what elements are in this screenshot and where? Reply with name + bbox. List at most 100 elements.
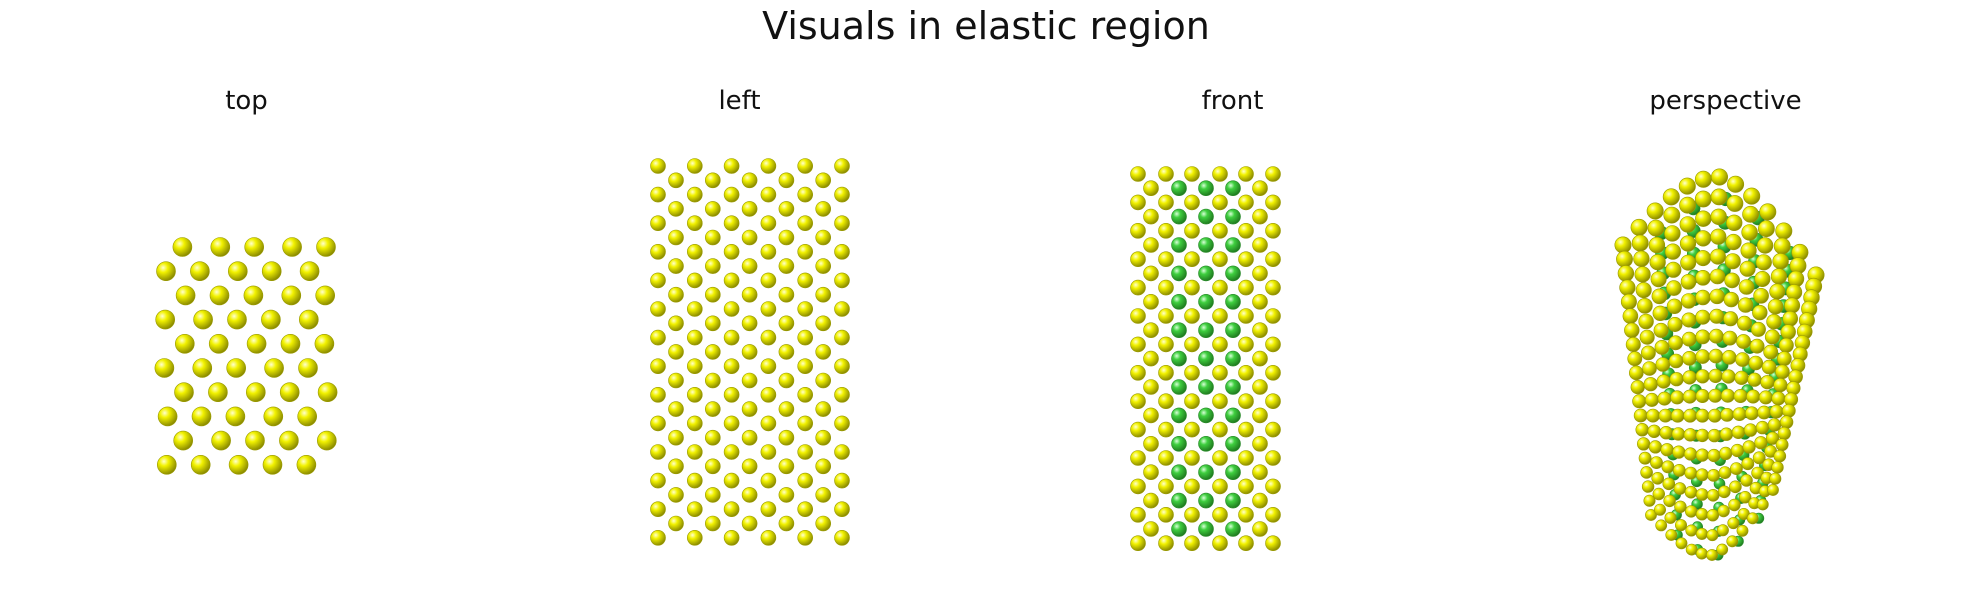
atom (687, 358, 703, 375)
atom (815, 515, 832, 532)
atom-inner (1198, 293, 1214, 310)
atom (1620, 293, 1637, 310)
atom (723, 386, 740, 403)
atom (668, 258, 684, 274)
atom (1664, 511, 1677, 524)
atom (1707, 408, 1722, 423)
atom (650, 329, 666, 346)
atom (1655, 357, 1671, 372)
atom (1752, 304, 1768, 321)
atom (668, 429, 684, 446)
atom (1726, 214, 1743, 232)
atom (834, 272, 850, 289)
atom (1743, 423, 1758, 437)
atom (687, 244, 703, 260)
atom (1143, 237, 1159, 253)
atom (650, 186, 666, 203)
atom-inner (1225, 435, 1241, 452)
atom (741, 401, 758, 417)
atom (1719, 446, 1733, 461)
atom (1708, 348, 1724, 364)
atom (815, 401, 832, 417)
atom (1647, 424, 1661, 438)
atom (705, 487, 721, 503)
panel-title-left: left (718, 86, 761, 116)
figure-title: Visuals in elastic region (762, 4, 1210, 48)
atom (261, 309, 281, 330)
atom (243, 285, 264, 306)
atom (760, 358, 777, 375)
atom (1734, 370, 1749, 385)
atom (687, 529, 703, 546)
atom (687, 472, 703, 489)
atom (1627, 351, 1643, 367)
atom (1252, 237, 1268, 253)
atom (1746, 389, 1761, 404)
atom (1723, 291, 1740, 308)
atom (1651, 471, 1664, 485)
atom (1726, 535, 1739, 548)
atom (1212, 393, 1228, 410)
atom (1658, 408, 1673, 423)
atom (1212, 535, 1228, 552)
atom (1212, 223, 1228, 239)
atom (174, 382, 194, 403)
atom (1748, 355, 1764, 371)
atom (262, 454, 283, 475)
atom (1184, 251, 1200, 268)
atom (797, 244, 814, 260)
atom (1633, 408, 1648, 423)
atom (668, 372, 684, 389)
atom (1130, 336, 1146, 353)
atom (834, 329, 850, 346)
atom (778, 201, 795, 217)
atom (210, 237, 231, 257)
atom (1252, 265, 1268, 282)
atom (1675, 537, 1688, 550)
atom (1640, 466, 1653, 479)
atom (1766, 314, 1782, 330)
atom (175, 285, 196, 306)
atom-lattice-top-view (154, 237, 338, 475)
atom (228, 454, 249, 475)
atom (226, 358, 246, 378)
atom (1685, 505, 1698, 518)
atom (1638, 313, 1654, 330)
atom-inner (1198, 322, 1214, 339)
atom (1752, 451, 1766, 465)
atom (1184, 223, 1200, 239)
atom (1709, 308, 1725, 324)
atom (1642, 361, 1657, 376)
atom (1681, 293, 1697, 309)
atom (1709, 288, 1725, 305)
atom (650, 444, 666, 460)
atom-inner (1198, 180, 1214, 196)
atom (1654, 503, 1667, 516)
atom (1670, 390, 1685, 405)
atom (1659, 426, 1673, 440)
atom (1265, 535, 1281, 552)
atom (1158, 506, 1174, 523)
atom (1265, 223, 1281, 239)
atom (834, 358, 850, 375)
atom-lattice-left-view (650, 158, 850, 546)
atom (1238, 478, 1254, 495)
atom (1614, 236, 1632, 254)
atom (282, 237, 302, 257)
atom-inner (1171, 407, 1187, 424)
atom (298, 358, 318, 378)
atom (1711, 168, 1729, 186)
atom (1143, 407, 1159, 424)
atom (1184, 478, 1200, 495)
atom (778, 372, 795, 389)
atom (741, 286, 758, 303)
atom (1708, 388, 1723, 403)
atom (815, 315, 832, 332)
atom (760, 386, 777, 403)
atom (778, 458, 795, 475)
atom (741, 172, 758, 189)
atom (297, 406, 318, 427)
atom (1707, 468, 1720, 482)
atom (157, 454, 177, 475)
atom (1643, 494, 1656, 507)
